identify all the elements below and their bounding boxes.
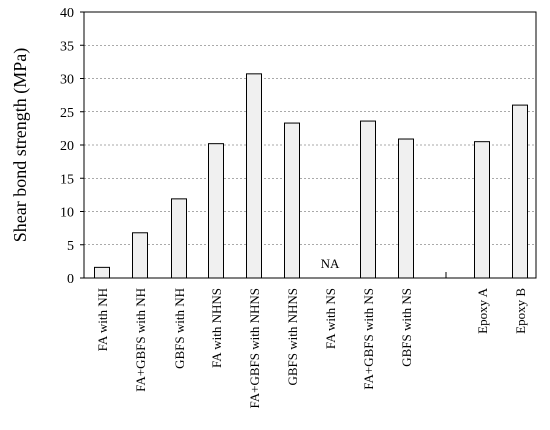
x-tick-label-10: Epoxy A	[475, 287, 490, 333]
y-tick-label-15: 15	[60, 172, 74, 187]
x-tick-label-2: FA+GBFS with NH	[133, 288, 148, 392]
y-tick-label-35: 35	[60, 39, 74, 54]
x-tick-label-8: FA+GBFS with NS	[361, 288, 376, 390]
bar-1	[94, 266, 110, 279]
x-tick-label-9: GBFS with NS	[399, 288, 414, 367]
y-tick-label-25: 25	[60, 106, 74, 121]
x-tick-label-11: Epoxy B	[513, 288, 528, 334]
bar-10	[474, 141, 490, 279]
y-axis-title: Shear bond strength (MPa)	[10, 48, 31, 242]
y-tick-label-0: 0	[67, 272, 74, 287]
bar-11	[512, 104, 528, 279]
bar-2	[132, 232, 148, 279]
x-tick-label-4: FA with NHNS	[209, 288, 224, 368]
y-tick-label-5: 5	[67, 239, 74, 254]
bar-4	[208, 143, 224, 279]
x-tick-label-5: FA+GBFS with NHNS	[247, 288, 262, 409]
bar-8	[360, 120, 376, 279]
y-tick-label-20: 20	[60, 139, 74, 154]
x-tick-label-6: GBFS with NHNS	[285, 288, 300, 386]
x-tick-label-7: FA with NS	[323, 288, 338, 349]
bar-3	[171, 198, 187, 279]
y-tick-label-30: 30	[60, 73, 74, 88]
y-tick-label-40: 40	[60, 6, 74, 21]
annotation-na: NA	[321, 256, 340, 271]
bar-5	[246, 73, 262, 279]
y-tick-label-10: 10	[60, 206, 74, 221]
bar-9	[398, 138, 414, 279]
x-tick-label-3: GBFS with NH	[172, 288, 187, 369]
bar-6	[284, 122, 300, 279]
x-tick-label-1: FA with NH	[95, 288, 110, 351]
